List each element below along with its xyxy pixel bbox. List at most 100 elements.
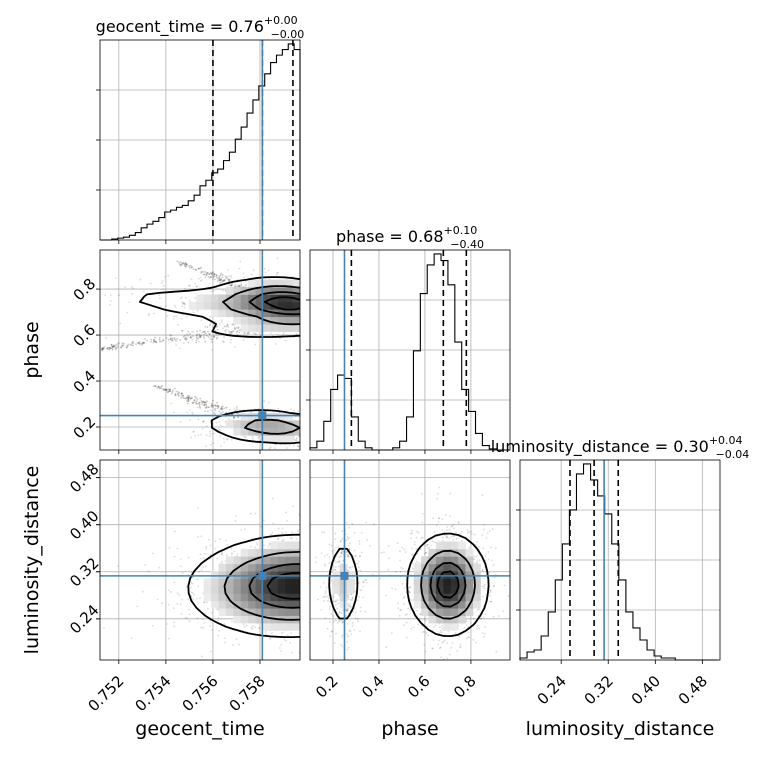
density-cell (277, 608, 286, 616)
sample-point (467, 631, 470, 634)
density-cell (233, 578, 242, 587)
sample-point (185, 333, 188, 336)
density-cell (435, 541, 444, 550)
sample-point (296, 333, 299, 336)
density-cell (240, 427, 249, 436)
sample-point (235, 326, 238, 328)
density-cell (347, 571, 355, 579)
sample-point (205, 565, 207, 568)
density-cell (435, 578, 444, 587)
sample-point (101, 349, 104, 352)
density-cell (240, 324, 249, 332)
sample-point (238, 331, 241, 334)
sample-point (480, 617, 483, 620)
sample-point (190, 581, 193, 584)
sample-point (412, 626, 415, 629)
sample-point (333, 549, 336, 552)
sample-point (190, 436, 193, 439)
geocent_time-x-tick-label-0_752: 0.752 (84, 672, 127, 715)
sample-point (235, 515, 237, 517)
density-cell (285, 578, 293, 587)
sample-point (489, 590, 492, 592)
density-cell (240, 608, 249, 616)
sample-point (257, 435, 260, 438)
sample-point (199, 276, 202, 279)
density-cell (421, 593, 429, 602)
sample-point (126, 345, 129, 348)
luminosity_distance-hist-frame (519, 459, 721, 661)
density-cell (347, 585, 355, 594)
density-cell (277, 294, 286, 303)
sample-point (173, 411, 175, 414)
sample-point (281, 532, 284, 534)
sample-point (202, 420, 205, 423)
sample-point (320, 552, 323, 555)
sample-point (202, 557, 205, 559)
sample-point (243, 625, 246, 628)
sample-point (282, 333, 284, 336)
sample-point (228, 284, 230, 286)
sample-point (180, 263, 183, 266)
density-cell (248, 279, 256, 288)
sample-point (236, 285, 239, 288)
sample-point (132, 342, 135, 344)
sample-point (408, 591, 411, 594)
sample-point (346, 609, 349, 612)
sample-point (487, 551, 490, 553)
sample-point (465, 637, 468, 640)
sample-point (168, 637, 170, 640)
sample-point (195, 339, 198, 342)
sample-point (408, 586, 411, 588)
sample-point (182, 342, 185, 344)
sample-point (341, 609, 344, 612)
sample-point (186, 617, 188, 620)
sample-point (165, 388, 167, 391)
sample-point (137, 342, 140, 345)
sample-point (242, 331, 245, 334)
density-cell (196, 294, 205, 303)
sample-point (490, 600, 493, 603)
sample-point (292, 505, 294, 508)
sample-point (251, 627, 254, 630)
sample-point (293, 438, 296, 441)
sample-point (354, 617, 357, 620)
sample-point (362, 581, 365, 583)
density-cell (262, 309, 271, 318)
sample-point (209, 315, 212, 318)
contour-level-4 (263, 296, 300, 311)
density-cell (450, 615, 459, 624)
sample-point (215, 421, 218, 424)
sample-point (220, 277, 223, 280)
sample-point (184, 397, 187, 400)
sample-point (337, 556, 340, 559)
sample-point (339, 552, 342, 555)
sample-point (208, 435, 211, 438)
sample-point (109, 347, 111, 350)
sample-point (154, 336, 156, 339)
sample-point (489, 594, 492, 597)
geocent_time-x-tick-label-0_756: 0.756 (179, 672, 222, 715)
density-cell (248, 600, 256, 609)
sample-point (477, 614, 480, 617)
sample-point (327, 594, 329, 597)
sample-point (213, 336, 216, 339)
sample-point (223, 407, 225, 410)
sample-point (340, 612, 343, 614)
density-cell (435, 556, 444, 565)
geocent_time-histogram (100, 43, 301, 241)
sample-point (160, 340, 163, 343)
density-cell (248, 563, 256, 572)
sample-point (348, 548, 351, 551)
sample-point (251, 437, 254, 440)
sample-point (451, 525, 454, 527)
density-cell (262, 324, 271, 332)
sample-point (410, 537, 412, 540)
sample-point (331, 544, 333, 547)
sample-point (440, 631, 443, 634)
sample-point (347, 598, 350, 601)
sample-point (490, 559, 493, 562)
sample-point (210, 272, 213, 275)
sample-point (333, 642, 336, 644)
sample-point (316, 598, 319, 601)
sample-point (424, 551, 427, 554)
